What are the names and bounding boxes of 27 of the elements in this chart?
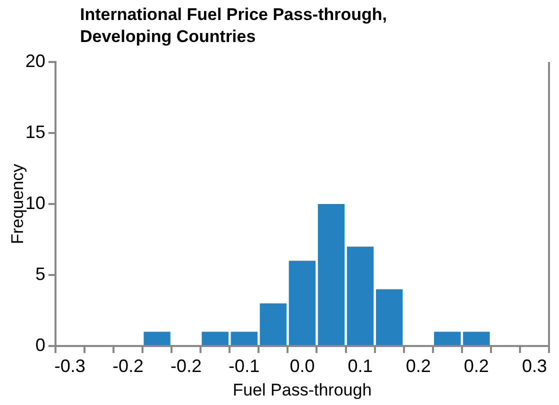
bar — [434, 332, 461, 345]
bar — [463, 332, 490, 345]
chart-title: International Fuel Price Pass-through, Developing Countries — [80, 4, 388, 48]
x-tick-label: 0.1 — [348, 356, 373, 376]
bar — [346, 246, 374, 345]
x-tick-label: -0.2 — [112, 356, 144, 376]
bar — [144, 332, 170, 345]
bar — [202, 332, 228, 345]
y-tick-label: 5 — [35, 264, 46, 284]
bar — [260, 303, 287, 345]
x-axis-title: Fuel Pass-through — [232, 380, 372, 400]
bar — [318, 204, 345, 345]
y-tick-label: 15 — [25, 122, 46, 142]
x-tick-label: 0.2 — [406, 356, 431, 376]
x-tick-label: 0.3 — [522, 356, 547, 376]
x-tick-label: -0.2 — [170, 356, 202, 376]
y-tick-label: 0 — [35, 334, 46, 355]
y-tick-label: 10 — [25, 192, 46, 213]
y-tick-label: 20 — [25, 50, 46, 71]
x-tick-label: 0.2 — [464, 356, 489, 376]
y-axis-title: Frequency — [8, 163, 27, 244]
x-tick-label: 0.0 — [290, 356, 315, 376]
bar — [288, 260, 316, 345]
bar — [230, 332, 258, 345]
x-tick-label: -0.3 — [54, 356, 86, 376]
bar — [376, 289, 403, 345]
x-tick-label: -0.1 — [228, 356, 260, 376]
